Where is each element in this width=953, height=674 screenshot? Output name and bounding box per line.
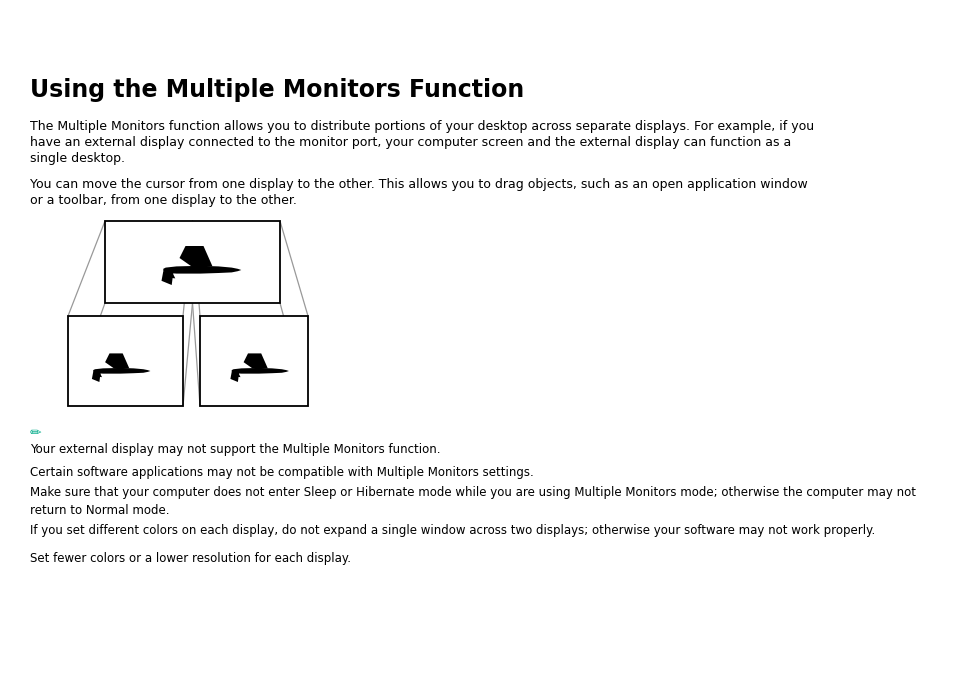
Bar [200, 316, 308, 406]
Text: Certain software applications may not be compatible with Multiple Monitors setti: Certain software applications may not be… [30, 466, 533, 479]
Text: Using the Multiple Monitors Function: Using the Multiple Monitors Function [30, 78, 524, 102]
Polygon shape [118, 364, 127, 367]
Text: 83: 83 [866, 16, 887, 30]
Polygon shape [257, 364, 265, 367]
Polygon shape [91, 372, 101, 382]
Polygon shape [231, 372, 239, 382]
Bar [68, 316, 183, 406]
Text: ✏: ✏ [30, 426, 42, 440]
Polygon shape [164, 271, 175, 278]
Text: You can move the cursor from one display to the other. This allows you to drag o: You can move the cursor from one display… [30, 178, 807, 191]
Text: or a toolbar, from one display to the other.: or a toolbar, from one display to the ot… [30, 194, 296, 207]
Polygon shape [232, 368, 289, 373]
Polygon shape [94, 372, 102, 377]
Text: single desktop.: single desktop. [30, 152, 125, 165]
Polygon shape [233, 372, 240, 377]
Polygon shape [179, 246, 213, 266]
Text: The Multiple Monitors function allows you to distribute portions of your desktop: The Multiple Monitors function allows yo… [30, 120, 813, 133]
Text: Using Peripheral Devices: Using Peripheral Devices [802, 36, 949, 49]
Polygon shape [163, 266, 241, 274]
Text: ►: ► [887, 16, 897, 30]
Polygon shape [161, 271, 173, 285]
Bar [105, 221, 280, 303]
Text: Your external display may not support the Multiple Monitors function.: Your external display may not support th… [30, 443, 440, 456]
Text: Make sure that your computer does not enter Sleep or Hibernate mode while you ar: Make sure that your computer does not en… [30, 486, 915, 516]
Text: ∨ΛΙΟ: ∨ΛΙΟ [15, 12, 116, 46]
Polygon shape [198, 260, 209, 264]
Text: ◄: ◄ [862, 16, 871, 30]
Text: If you set different colors on each display, do not expand a single window acros: If you set different colors on each disp… [30, 524, 874, 537]
Polygon shape [93, 368, 151, 373]
Text: have an external display connected to the monitor port, your computer screen and: have an external display connected to th… [30, 136, 790, 149]
Text: Set fewer colors or a lower resolution for each display.: Set fewer colors or a lower resolution f… [30, 552, 351, 565]
Polygon shape [243, 353, 268, 369]
Polygon shape [105, 353, 130, 369]
